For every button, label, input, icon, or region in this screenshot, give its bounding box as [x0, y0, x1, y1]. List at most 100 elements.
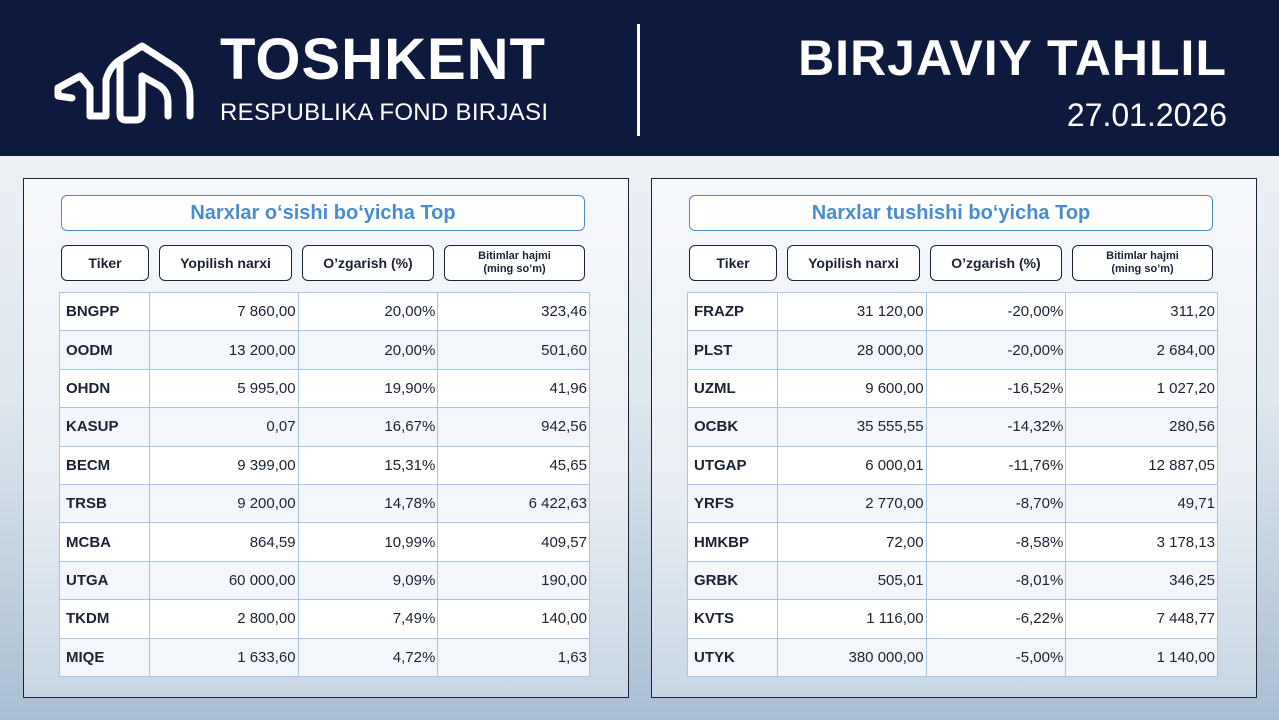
volume-cell: 311,20: [1065, 291, 1218, 332]
change-cell: -8,58%: [925, 522, 1067, 562]
ticker-cell: UZML: [687, 368, 778, 409]
volume-cell: 3 178,13: [1065, 522, 1218, 562]
report-date: 27.01.2026: [1066, 97, 1227, 133]
col-header-change: O’zgarish (%): [302, 245, 434, 281]
close-price-cell: 35 555,55: [776, 407, 927, 447]
volume-cell: 323,46: [437, 291, 590, 332]
volume-cell: 942,56: [437, 407, 590, 447]
change-cell: -20,00%: [925, 291, 1067, 332]
close-price-cell: 2 770,00: [776, 483, 927, 524]
close-price-cell: 28 000,00: [776, 330, 927, 370]
volume-cell: 12 887,05: [1065, 445, 1218, 485]
gainers-table: BNGPP 7 860,00 20,00% 323,46 OODM 13 200,00 20…: [59, 291, 590, 677]
change-cell: 7,49%: [297, 599, 439, 639]
table-row: OCBK 35 555,55 -14,32% 280,56: [687, 407, 1218, 447]
report-title: BIRJAVIY TAHLIL: [798, 30, 1227, 86]
col-header-volume: Bitimlar hajmi (ming so’m): [1072, 245, 1213, 281]
col-header-volume-line2: (ming so’m): [483, 263, 546, 275]
volume-cell: 6 422,63: [437, 483, 590, 524]
table-row: KASUP 0,07 16,67% 942,56: [59, 407, 590, 447]
change-cell: -11,76%: [925, 445, 1067, 485]
ticker-cell: OCBK: [687, 407, 778, 447]
change-cell: 15,31%: [297, 445, 439, 485]
volume-cell: 346,25: [1065, 560, 1218, 601]
col-header-close-price: Yopilish narxi: [159, 245, 292, 281]
ticker-cell: MCBA: [59, 522, 150, 562]
change-cell: -6,22%: [925, 599, 1067, 639]
close-price-cell: 9 600,00: [776, 368, 927, 409]
change-cell: 9,09%: [297, 560, 439, 601]
header-divider: [637, 24, 640, 136]
ticker-cell: PLST: [687, 330, 778, 370]
change-cell: 10,99%: [297, 522, 439, 562]
ticker-cell: OODM: [59, 330, 150, 370]
volume-cell: 41,96: [437, 368, 590, 409]
col-header-volume-line1: Bitimlar hajmi: [478, 250, 551, 262]
ticker-cell: KASUP: [59, 407, 150, 447]
brand-subtitle: RESPUBLIKA FOND BIRJASI: [220, 99, 549, 126]
change-cell: -16,52%: [925, 368, 1067, 409]
volume-cell: 501,60: [437, 330, 590, 370]
close-price-cell: 72,00: [776, 522, 927, 562]
table-row: OODM 13 200,00 20,00% 501,60: [59, 330, 590, 370]
col-header-ticker: Tiker: [689, 245, 777, 281]
volume-cell: 7 448,77: [1065, 599, 1218, 639]
close-price-cell: 864,59: [148, 522, 299, 562]
table-row: FRAZP 31 120,00 -20,00% 311,20: [687, 291, 1218, 332]
volume-cell: 49,71: [1065, 483, 1218, 524]
ticker-cell: UTGA: [59, 560, 150, 601]
close-price-cell: 380 000,00: [776, 637, 927, 677]
table-row: KVTS 1 116,00 -6,22% 7 448,77: [687, 599, 1218, 639]
change-cell: 20,00%: [297, 291, 439, 332]
change-cell: -14,32%: [925, 407, 1067, 447]
ticker-cell: OHDN: [59, 368, 150, 409]
volume-cell: 280,56: [1065, 407, 1218, 447]
table-row: PLST 28 000,00 -20,00% 2 684,00: [687, 330, 1218, 370]
ticker-cell: KVTS: [687, 599, 778, 639]
table-row: YRFS 2 770,00 -8,70% 49,71: [687, 483, 1218, 524]
close-price-cell: 5 995,00: [148, 368, 299, 409]
ticker-cell: UTGAP: [687, 445, 778, 485]
close-price-cell: 0,07: [148, 407, 299, 447]
table-row: UTGA 60 000,00 9,09% 190,00: [59, 560, 590, 601]
gainers-panel: Narxlar o‘sishi bo‘yicha Top Tiker Yopil…: [23, 178, 629, 698]
change-cell: -20,00%: [925, 330, 1067, 370]
change-cell: -8,01%: [925, 560, 1067, 601]
change-cell: 19,90%: [297, 368, 439, 409]
ticker-cell: TKDM: [59, 599, 150, 639]
change-cell: -8,70%: [925, 483, 1067, 524]
table-row: HMKBP 72,00 -8,58% 3 178,13: [687, 522, 1218, 562]
close-price-cell: 9 399,00: [148, 445, 299, 485]
close-price-cell: 31 120,00: [776, 291, 927, 332]
brand-title: TOSHKENT: [220, 27, 546, 92]
volume-cell: 2 684,00: [1065, 330, 1218, 370]
volume-cell: 1 027,20: [1065, 368, 1218, 409]
gainers-title: Narxlar o‘sishi bo‘yicha Top: [61, 195, 585, 231]
table-row: OHDN 5 995,00 19,90% 41,96: [59, 368, 590, 409]
close-price-cell: 1 116,00: [776, 599, 927, 639]
change-cell: 16,67%: [297, 407, 439, 447]
table-row: MIQE 1 633,60 4,72% 1,63: [59, 637, 590, 677]
losers-title: Narxlar tushishi bo‘yicha Top: [689, 195, 1213, 231]
change-cell: 20,00%: [297, 330, 439, 370]
ticker-cell: MIQE: [59, 637, 150, 677]
close-price-cell: 7 860,00: [148, 291, 299, 332]
volume-cell: 409,57: [437, 522, 590, 562]
volume-cell: 45,65: [437, 445, 590, 485]
col-header-volume-line1: Bitimlar hajmi: [1106, 250, 1179, 262]
ticker-cell: BNGPP: [59, 291, 150, 332]
volume-cell: 1 140,00: [1065, 637, 1218, 677]
close-price-cell: 60 000,00: [148, 560, 299, 601]
ticker-cell: BECM: [59, 445, 150, 485]
table-row: BECM 9 399,00 15,31% 45,65: [59, 445, 590, 485]
col-header-close-price: Yopilish narxi: [787, 245, 920, 281]
table-row: UTYK 380 000,00 -5,00% 1 140,00: [687, 637, 1218, 677]
report-header: TOSHKENT RESPUBLIKA FOND BIRJASI BIRJAVI…: [0, 0, 1279, 156]
col-header-change: O’zgarish (%): [930, 245, 1062, 281]
table-row: MCBA 864,59 10,99% 409,57: [59, 522, 590, 562]
close-price-cell: 1 633,60: [148, 637, 299, 677]
volume-cell: 140,00: [437, 599, 590, 639]
col-header-volume: Bitimlar hajmi (ming so’m): [444, 245, 585, 281]
change-cell: 4,72%: [297, 637, 439, 677]
ticker-cell: GRBK: [687, 560, 778, 601]
